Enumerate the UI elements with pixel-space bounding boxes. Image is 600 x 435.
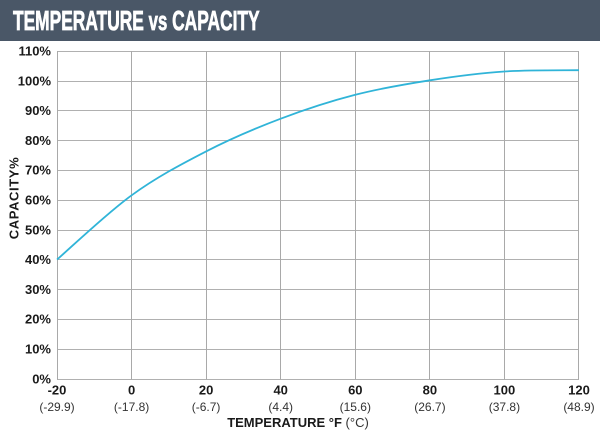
svg-text:(-17.8): (-17.8) xyxy=(114,400,149,414)
svg-text:0: 0 xyxy=(128,383,135,398)
svg-text:(4.4): (4.4) xyxy=(268,400,293,414)
svg-text:-20: -20 xyxy=(48,383,67,398)
svg-text:80: 80 xyxy=(423,383,437,398)
svg-text:20: 20 xyxy=(199,383,213,398)
svg-text:50%: 50% xyxy=(25,222,51,237)
svg-text:(26.7): (26.7) xyxy=(414,400,445,414)
svg-text:20%: 20% xyxy=(25,312,51,327)
svg-text:CAPACITY%: CAPACITY% xyxy=(7,157,22,239)
svg-text:100%: 100% xyxy=(18,73,52,88)
svg-text:90%: 90% xyxy=(25,103,51,118)
svg-text:(48.9): (48.9) xyxy=(563,400,594,414)
svg-text:0%: 0% xyxy=(32,371,51,386)
svg-text:10%: 10% xyxy=(25,342,51,357)
svg-text:110%: 110% xyxy=(18,44,51,59)
svg-text:30%: 30% xyxy=(25,282,51,297)
svg-text:(37.8): (37.8) xyxy=(489,400,520,414)
svg-text:(15.6): (15.6) xyxy=(340,400,371,414)
svg-text:80%: 80% xyxy=(25,133,51,148)
svg-text:40%: 40% xyxy=(25,252,51,267)
svg-text:(-29.9): (-29.9) xyxy=(39,400,74,414)
svg-text:60%: 60% xyxy=(25,193,51,208)
svg-text:60: 60 xyxy=(348,383,362,398)
svg-text:70%: 70% xyxy=(25,163,51,178)
svg-text:(-6.7): (-6.7) xyxy=(192,400,221,414)
svg-text:40: 40 xyxy=(273,383,287,398)
svg-text:TEMPERATURE °F (°C): TEMPERATURE °F (°C) xyxy=(227,415,369,430)
svg-text:120: 120 xyxy=(568,383,590,398)
svg-text:100: 100 xyxy=(494,383,516,398)
